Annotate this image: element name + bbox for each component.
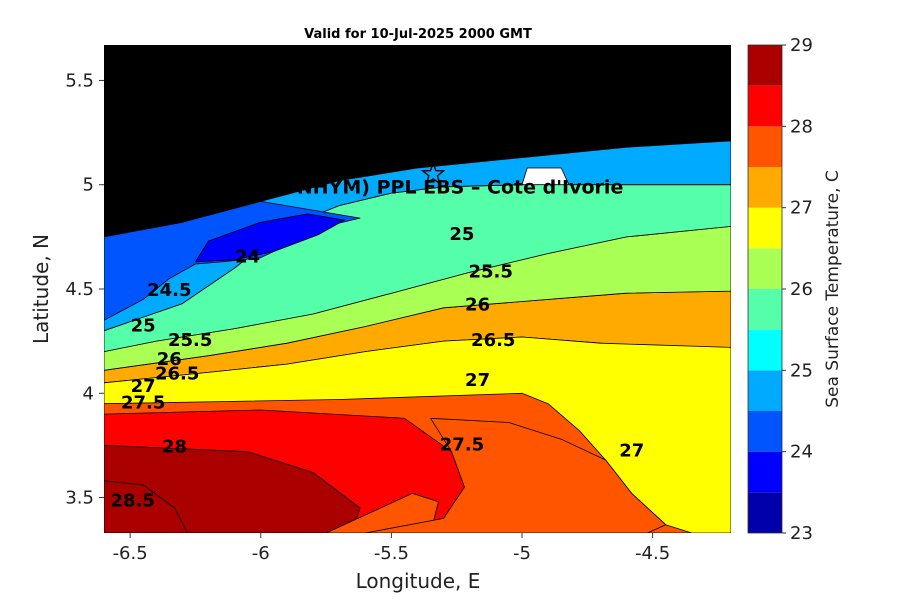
- colorbar: [747, 44, 783, 534]
- contour-band: [364, 417, 667, 533]
- colorbar-swatch: [748, 167, 782, 208]
- y-axis-ticks: 5.5 5 4.5 4 3.5: [65, 70, 104, 509]
- contour-label: 27.5: [121, 393, 165, 414]
- colorbar-tick-label: 24: [790, 442, 813, 463]
- y-tick-label: 4: [83, 383, 94, 404]
- colorbar-label: Sea Surface Temperature, C: [823, 170, 843, 408]
- colorbar-swatch: [748, 492, 782, 533]
- colorbar-swatch: [748, 289, 782, 330]
- contour-fills: [104, 140, 731, 533]
- site-label-prefix: A: [235, 176, 250, 198]
- contour-label: 26: [157, 349, 182, 370]
- plot-area: 2424.52525.52626.52727.52828.52525.52626…: [104, 45, 731, 533]
- site-label: (ONHYM) PPL EBS – Cote d'Ivorie: [272, 176, 623, 198]
- y-tick-label: 3.5: [65, 488, 94, 509]
- x-tick-label: -5.5: [374, 543, 409, 564]
- colorbar-tick-label: 23: [790, 523, 813, 544]
- colorbar-swatch: [748, 411, 782, 452]
- contour-label: 28: [162, 436, 187, 457]
- contour-label: 26: [465, 295, 490, 316]
- contour-label: 25: [449, 224, 474, 245]
- chart-title: Valid for 10-Jul-2025 2000 GMT: [304, 27, 532, 42]
- star-icon: [420, 161, 446, 185]
- colorbar-swatch: [748, 329, 782, 371]
- contour-label: 27.5: [440, 434, 484, 455]
- colorbar-tick-label: 28: [790, 116, 813, 137]
- contour-label: 28.5: [111, 491, 155, 512]
- colorbar-tick-label: 26: [790, 279, 813, 300]
- contour-label: 27: [619, 441, 644, 462]
- y-tick-label: 4.5: [65, 279, 94, 300]
- contour-label: 25.5: [468, 261, 512, 282]
- contour-band: [104, 480, 189, 533]
- colorbar-swatch: [748, 451, 782, 493]
- contour-label: 27: [131, 376, 156, 397]
- x-tick-label: -6.5: [113, 543, 148, 564]
- site-marker: (ONHYM) PPL EBS – Cote d'Ivorie A: [235, 161, 623, 198]
- y-tick-label: 5: [83, 175, 94, 196]
- contour-label: 26.5: [155, 364, 199, 385]
- x-axis-label: Longitude, E: [356, 569, 481, 593]
- colorbar-swatch: [748, 85, 782, 127]
- contour-label: 26.5: [471, 330, 515, 351]
- land-mask: [104, 45, 731, 237]
- land-polygon: [104, 45, 731, 237]
- contour-label: 24.5: [147, 280, 191, 301]
- y-tick-label: 5.5: [65, 70, 94, 91]
- colorbar-tick-label: 27: [790, 198, 813, 219]
- contour-label: 27: [465, 370, 490, 391]
- colorbar-swatch: [748, 207, 782, 249]
- contour-band: [194, 213, 345, 263]
- x-tick-label: -5: [513, 543, 531, 564]
- colorbar-swatch: [748, 126, 782, 167]
- colorbar-ticks: 29 28 27 26 25 24 23: [782, 35, 813, 544]
- x-axis-ticks: -6.5 -6 -5.5 -5 -4.5: [113, 533, 670, 564]
- colorbar-swatch: [748, 248, 782, 289]
- contour-band: [104, 336, 731, 533]
- colorbar-tick-label: 25: [790, 360, 813, 381]
- colorbar-tick-label: 29: [790, 35, 813, 56]
- y-axis-label: Latitude, N: [29, 234, 53, 344]
- colorbar-swatch: [748, 370, 782, 411]
- contour-labels: 2424.52525.52626.52727.52828.52525.52626…: [111, 224, 645, 512]
- x-tick-label: -4.5: [635, 543, 670, 564]
- contour-label: 25: [131, 316, 156, 337]
- contour-label: 24: [235, 247, 260, 268]
- colorbar-swatch: [748, 45, 782, 86]
- contour-label: 25.5: [168, 330, 212, 351]
- contour-band: [325, 492, 439, 533]
- x-tick-label: -6: [252, 543, 270, 564]
